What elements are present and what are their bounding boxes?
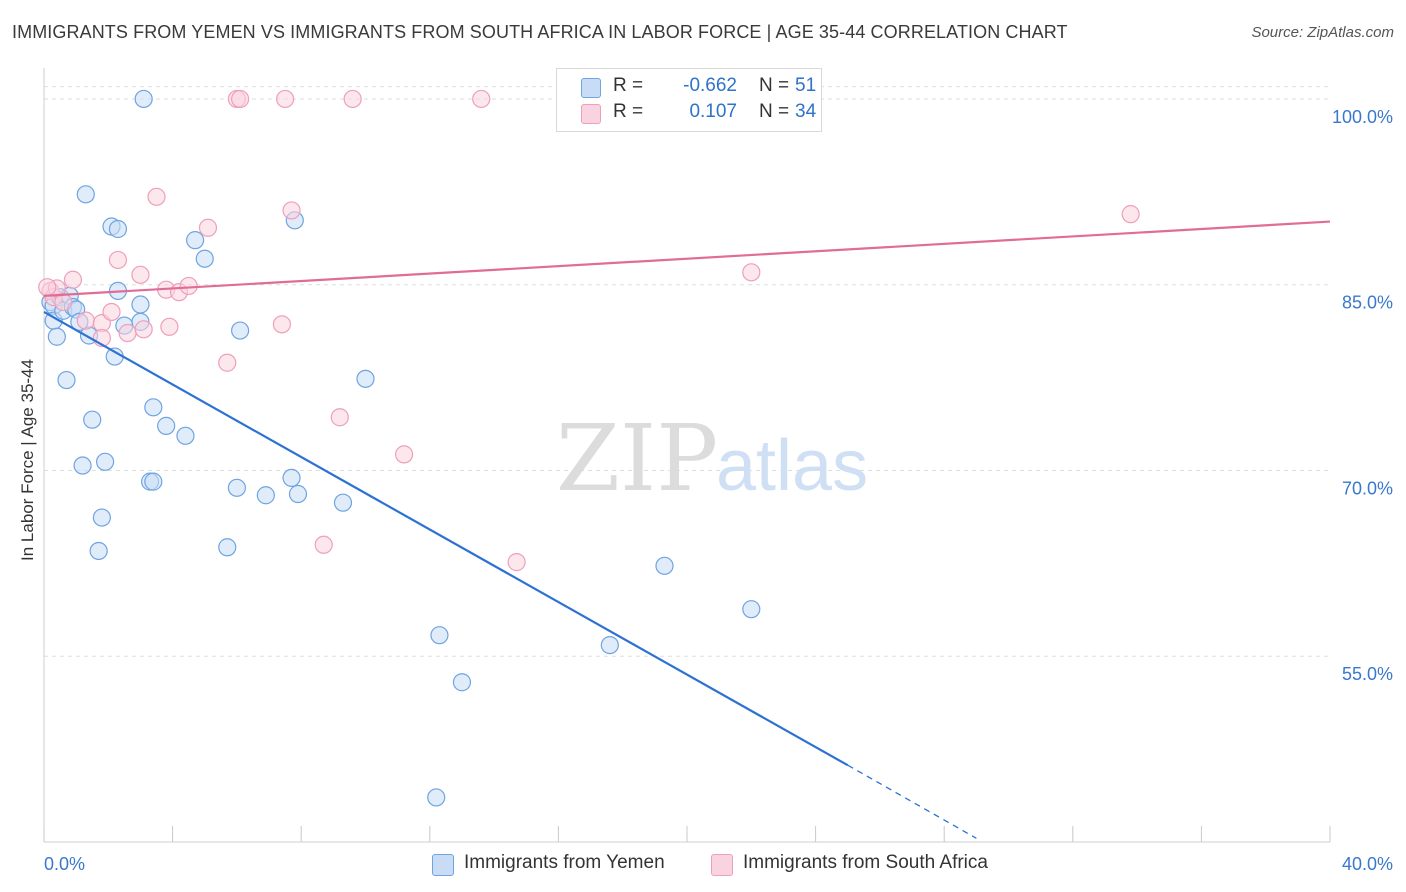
south-africa-point [198,218,218,237]
south-africa-point [76,311,95,330]
x-tick-label: 40.0% [1342,854,1393,874]
chart-source: Source: ZipAtlas.com [1251,24,1394,41]
south-africa-point [330,408,349,427]
legend-n-label: N = [759,101,790,122]
south-africa-point [218,353,237,372]
yemen-point [195,249,214,268]
yemen-point [144,398,163,417]
yemen-point [76,185,95,204]
south-africa-trend-line [43,220,1331,297]
yemen-point [144,472,163,491]
yemen-point [95,452,115,471]
yemen-trend-line-extension [847,764,977,839]
legend-r-value-yemen: -0.662 [683,75,737,96]
south-africa-point [63,270,83,289]
legend-n-label: N = [759,75,790,96]
data-points [38,89,1140,807]
y-tick-label: 70.0% [1342,478,1393,498]
yemen-point [427,788,446,807]
watermark: ZIP atlas [556,405,868,512]
yemen-point [176,426,195,445]
yemen-point [288,484,308,504]
south-africa-point [134,320,153,339]
legend-n-value-south-africa: 34 [795,101,817,122]
yemen-point [157,416,176,435]
south-africa-point [1121,205,1140,224]
yemen-point [600,635,619,655]
yemen-point [92,508,111,527]
axes [43,68,1331,843]
south-africa-point [131,265,150,284]
south-africa-point [343,89,362,109]
series-label-yemen: Immigrants from Yemen [464,852,665,873]
yemen-point [89,541,108,561]
south-africa-point [276,89,295,109]
yemen-point [83,410,102,429]
south-africa-point [38,278,57,297]
yemen-point [134,89,153,109]
yemen-trend-line [43,311,849,767]
x-tick-label: 0.0% [44,854,85,874]
south-africa-point [118,323,137,343]
yemen-point [47,327,66,346]
yemen-point [742,600,761,619]
south-africa-point [231,89,250,109]
yemen-point [227,478,246,497]
legend-swatch-south-africa [581,104,601,124]
legend-r-label: R = [613,101,644,122]
yemen-point [108,219,128,239]
trend-lines [43,220,1331,839]
yemen-point [452,673,472,692]
y-tick-label: 85.0% [1342,293,1393,313]
south-africa-point [282,201,301,220]
south-africa-point [472,89,491,109]
legend-n-value-yemen: 51 [795,75,817,96]
yemen-point [131,295,150,314]
south-africa-point [507,553,526,572]
yemen-point [356,369,375,388]
yemen-point [231,321,250,340]
legend-swatch-yemen [581,78,601,98]
south-africa-point [147,187,166,206]
watermark-zip: ZIP [556,405,718,512]
y-tick-label: 55.0% [1342,664,1393,684]
tick-labels: 55.0% 70.0% 85.0% 100.0% 0.0% 40.0% [44,107,1393,874]
yemen-point [186,231,205,250]
south-africa-point [742,263,761,282]
yemen-point [430,626,449,645]
south-africa-point [108,250,128,270]
y-axis-label: In Labor Force | Age 35-44 [18,359,37,561]
yemen-point [256,486,275,505]
legend-r-label: R = [613,75,644,96]
south-africa-point [179,276,198,296]
yemen-point [73,456,92,475]
gridlines [44,86,1330,657]
correlation-legend: R = -0.662 N = 51 R = 0.107 N = 34 [556,68,822,132]
south-africa-point [272,315,292,334]
yemen-point [655,556,674,575]
chart-title: IMMIGRANTS FROM YEMEN VS IMMIGRANTS FROM… [12,22,1068,42]
yemen-point [57,370,76,390]
series-swatch-yemen [432,854,454,876]
yemen-point [282,468,301,488]
legend-r-value-south-africa: 0.107 [689,101,737,122]
yemen-point [218,538,237,557]
y-tick-label: 100.0% [1332,107,1393,127]
south-africa-point [394,445,414,464]
watermark-atlas: atlas [716,426,868,506]
south-africa-point [314,535,333,554]
series-label-south-africa: Immigrants from South Africa [743,852,988,873]
series-swatch-south-africa [711,854,733,876]
south-africa-point [102,302,121,322]
yemen-point [333,493,353,512]
south-africa-point [54,292,73,312]
south-africa-point [160,317,179,336]
